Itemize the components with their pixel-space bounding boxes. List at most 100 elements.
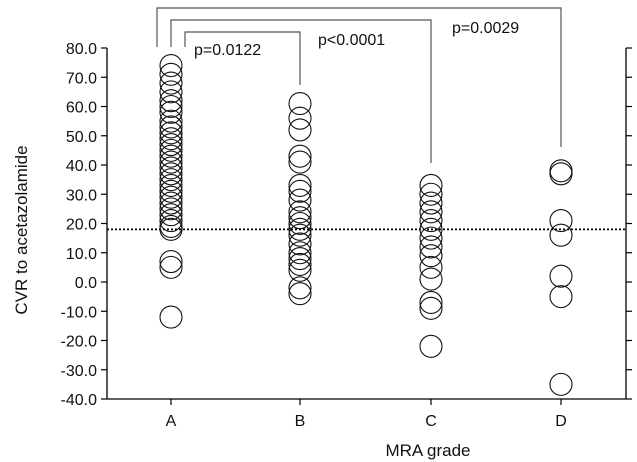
data-point: [159, 94, 183, 119]
y-tick-label: 40.0: [66, 158, 97, 175]
data-point: [159, 121, 183, 145]
comparison-bracket: [170, 19, 432, 163]
data-point: [549, 162, 573, 186]
significance-brackets: p=0.0122 p<0.0001 p=0.0029: [156, 7, 562, 163]
x-tick-label: B: [295, 413, 306, 430]
data-point: [159, 185, 183, 209]
p-value-label: p=0.0029: [452, 20, 519, 37]
data-point: [159, 305, 183, 329]
data-point: [419, 267, 443, 291]
data-point: [288, 188, 312, 212]
data-point: [549, 209, 573, 233]
data-point: [159, 217, 183, 241]
data-point: [159, 156, 183, 180]
data-point: [288, 276, 312, 300]
y-tick-label: 20.0: [66, 217, 97, 234]
data-point: [288, 200, 312, 224]
data-point: [419, 209, 443, 233]
data-point: [419, 173, 443, 198]
data-point: [288, 92, 312, 116]
data-point: [159, 209, 183, 233]
data-point: [288, 179, 312, 203]
data-point: [159, 150, 183, 174]
p-value-label: p<0.0001: [318, 32, 385, 49]
y-tick-label: -40.0: [61, 392, 98, 409]
y-tick-label: 60.0: [66, 100, 97, 117]
data-point: [159, 173, 183, 198]
x-tick-label: A: [166, 413, 177, 430]
data-point: [288, 150, 312, 174]
y-tick-label: 0.0: [75, 275, 97, 292]
data-point: [549, 264, 573, 288]
data-point: [288, 247, 312, 271]
data-point: [288, 118, 312, 142]
data-point: [419, 191, 443, 215]
data-point: [288, 217, 312, 241]
data-point: [419, 244, 443, 268]
data-point: [159, 132, 183, 157]
y-tick-label: -20.0: [61, 334, 98, 351]
y-tick-label: 50.0: [66, 129, 97, 146]
data-points: [159, 54, 573, 396]
y-tick-label: 10.0: [66, 246, 97, 263]
data-point: [288, 173, 312, 198]
data-point: [159, 162, 183, 186]
data-point: [159, 138, 183, 162]
y-tick-label: 80.0: [66, 41, 97, 58]
data-point: [159, 115, 183, 139]
data-point: [419, 296, 443, 320]
data-point: [288, 211, 312, 236]
data-point: [419, 255, 443, 279]
data-point: [288, 106, 312, 130]
data-point: [159, 197, 183, 221]
data-point: [159, 179, 183, 203]
data-point: [159, 100, 183, 124]
data-point: [159, 144, 183, 168]
data-point: [159, 127, 183, 151]
data-point: [159, 255, 183, 279]
y-tick-label: 30.0: [66, 187, 97, 204]
data-point: [288, 206, 312, 230]
data-point: [159, 109, 183, 133]
data-point: [159, 203, 183, 227]
data-point: [419, 182, 443, 206]
data-point: [419, 290, 443, 315]
data-point: [288, 282, 312, 306]
data-point: [288, 258, 312, 282]
y-axis-ticks: 80.0 70.0 60.0 50.0 40.0 30.0 20.0 10.0 0.0 -10.0…: [61, 41, 632, 409]
x-axis-ticks: A B C D: [166, 399, 567, 430]
data-point: [549, 223, 573, 247]
x-axis-label: MRA grade: [385, 441, 470, 460]
comparison-bracket: [184, 31, 301, 85]
data-point: [549, 285, 573, 309]
x-tick-label: C: [425, 413, 437, 430]
y-tick-label: -10.0: [61, 304, 98, 321]
data-point: [288, 252, 312, 277]
p-value-label: p=0.0122: [194, 42, 261, 59]
data-point: [419, 235, 443, 259]
y-tick-label: 70.0: [66, 70, 97, 87]
data-point: [159, 62, 183, 86]
data-point: [288, 144, 312, 168]
y-tick-label: -30.0: [61, 363, 98, 380]
data-point: [159, 191, 183, 215]
data-point: [549, 372, 573, 396]
data-point: [419, 200, 443, 224]
comparison-bracket: [156, 7, 562, 147]
axes: [106, 48, 627, 400]
y-axis-label: CVR to acetazolamide: [12, 145, 31, 314]
data-point: [159, 80, 183, 104]
data-point: [159, 249, 183, 274]
data-point: [288, 241, 312, 265]
data-point: [419, 334, 443, 358]
data-point: [419, 217, 443, 241]
data-point: [159, 54, 183, 78]
data-point: [159, 89, 183, 113]
data-point: [159, 71, 183, 95]
data-point: [159, 168, 183, 192]
data-point: [288, 232, 312, 256]
data-point: [288, 223, 312, 247]
x-tick-label: D: [555, 413, 567, 430]
data-point: [419, 226, 443, 250]
